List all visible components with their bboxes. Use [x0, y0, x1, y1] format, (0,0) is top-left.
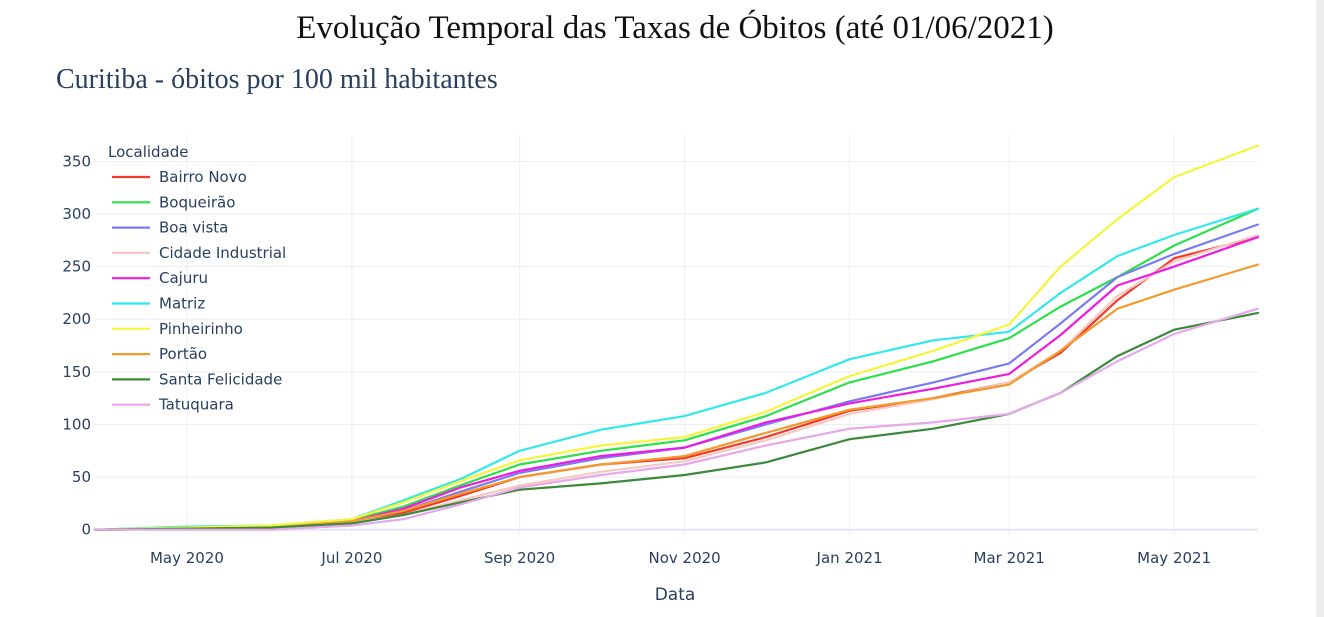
chart-title: Curitiba - óbitos por 100 mil habitantes — [56, 64, 498, 95]
legend-item[interactable]: Cajuru — [112, 269, 208, 287]
legend-label: Tatuquara — [158, 396, 234, 414]
legend-item[interactable]: Pinheirinho — [112, 320, 243, 338]
y-tick-label: 100 — [62, 415, 91, 433]
legend-item[interactable]: Boqueirão — [112, 193, 235, 211]
x-axis-ticks: May 2020 Jul 2020 Sep 2020 Nov 2020 Jan 2021… — [150, 549, 1211, 567]
x-tick-label: Nov 2020 — [649, 549, 721, 567]
legend-label: Boqueirão — [159, 193, 235, 211]
y-tick-label: 200 — [62, 310, 91, 328]
legend-label: Portão — [159, 345, 207, 363]
x-tick-label: Mar 2021 — [974, 549, 1045, 567]
series-line-tatuquara — [93, 307, 1260, 531]
legend-item[interactable]: Tatuquara — [112, 396, 234, 414]
y-tick-label: 50 — [72, 468, 91, 486]
x-tick-label: May 2020 — [150, 549, 224, 567]
x-tick-label: Sep 2020 — [484, 549, 555, 567]
page-title: Evolução Temporal das Taxas de Óbitos (a… — [296, 10, 1054, 46]
series-line-port-o — [93, 263, 1260, 531]
x-tick-label: Jan 2021 — [816, 549, 883, 567]
y-tick-label: 150 — [62, 363, 91, 381]
x-tick-label: Jul 2020 — [320, 549, 382, 567]
y-tick-label: 0 — [81, 521, 91, 539]
series-line-santa-felicidade — [93, 311, 1260, 531]
legend-item[interactable]: Boa vista — [112, 219, 228, 237]
legend-label: Boa vista — [159, 219, 228, 237]
legend-label: Bairro Novo — [159, 168, 247, 186]
legend-item[interactable]: Cidade Industrial — [112, 244, 286, 262]
legend-item[interactable]: Santa Felicidade — [112, 370, 282, 388]
y-tick-label: 250 — [62, 258, 91, 276]
y-axis-ticks: 0 50 100 150 200 250 300 350 — [62, 152, 91, 538]
x-tick-label: May 2021 — [1137, 549, 1211, 567]
y-tick-label: 300 — [62, 205, 91, 223]
y-tick-label: 350 — [62, 152, 91, 170]
legend-label: Santa Felicidade — [159, 370, 282, 388]
series-lines — [93, 144, 1260, 531]
legend-label: Cajuru — [159, 269, 208, 287]
legend-title: Localidade — [108, 143, 189, 161]
legend-item[interactable]: Portão — [112, 345, 207, 363]
legend-label: Cidade Industrial — [159, 244, 286, 262]
legend-label: Pinheirinho — [159, 320, 243, 338]
window-right-gutter — [1316, 0, 1324, 617]
legend-item[interactable]: Matriz — [112, 295, 205, 313]
legend-label: Matriz — [159, 295, 205, 313]
series-line-pinheirinho — [93, 144, 1260, 531]
legend: Localidade Bairro Novo Boqueirão Boa vista… — [108, 143, 286, 414]
x-axis-title: Data — [655, 585, 696, 605]
legend-item[interactable]: Bairro Novo — [112, 168, 247, 186]
